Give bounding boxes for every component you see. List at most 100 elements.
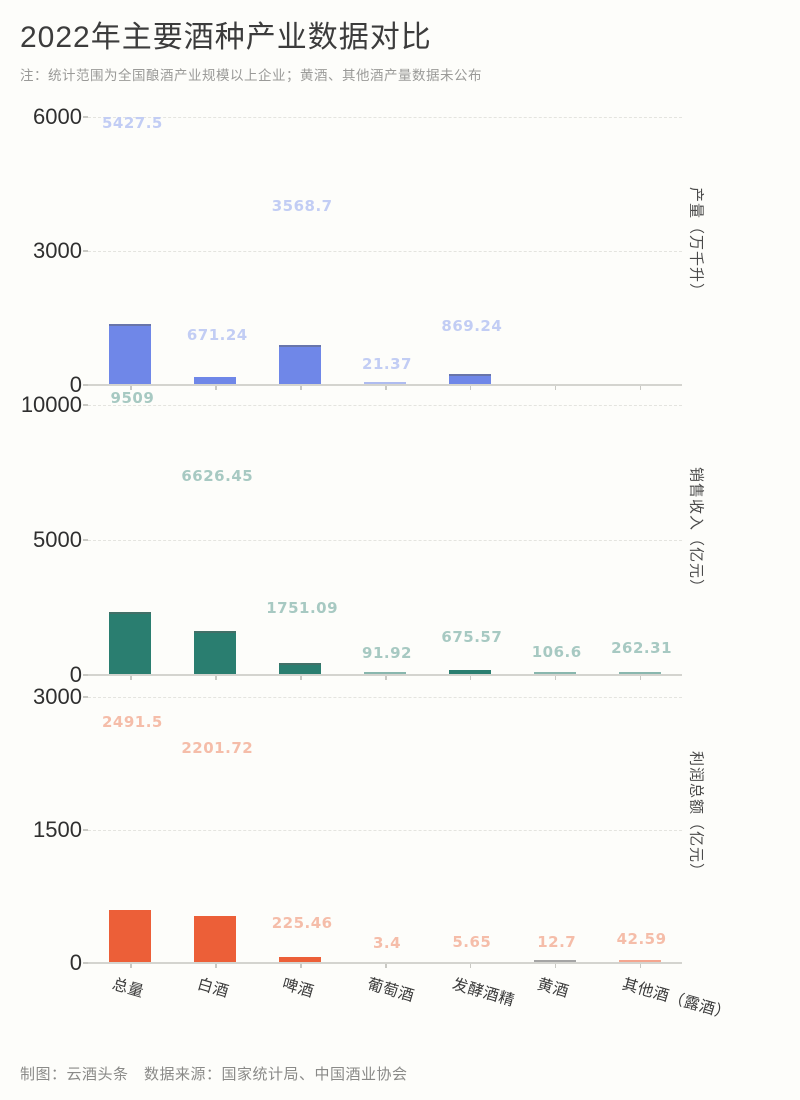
- chart2-xtick-mark: [300, 676, 302, 680]
- page-note: 注：统计范围为全国酿酒产业规模以上企业；黄酒、其他酒产量数据未公布: [20, 68, 482, 83]
- chart1-gridline-6000: [88, 117, 682, 118]
- chart1-value-label-baijiu: 671.24: [186, 326, 248, 345]
- chart2-bar-qitajiu[interactable]: [618, 672, 661, 674]
- chart1-xtick-mark: [300, 386, 302, 390]
- chart3-ytick-label-1500: 1500: [33, 817, 82, 842]
- chart1-xtick-mark: [469, 386, 472, 390]
- chart3-xtick-mark: [639, 964, 642, 968]
- chart2-bar-cap: [279, 663, 322, 665]
- chart3-ytick-mark-0: [83, 962, 88, 964]
- chart3-bar-zongliang[interactable]: [109, 910, 152, 962]
- chart2-ytick-label-10000: 10000: [20, 392, 82, 417]
- chart1-bar-putaojiu[interactable]: [364, 382, 406, 384]
- chart2-ytick-label-0: 0: [69, 662, 82, 687]
- chart2-bar-cap: [194, 631, 237, 633]
- chart3-value-label-zongliang: 2491.5: [101, 713, 163, 732]
- chart1-value-label-fajiaojiujing: 869.24: [441, 317, 503, 336]
- chart2-xtick-mark: [215, 676, 217, 680]
- category-label-baijiu[interactable]: 白酒: [195, 975, 231, 1002]
- category-label-zongliang[interactable]: 总量: [110, 975, 147, 1002]
- chart2-ytick-mark-10000: [83, 404, 88, 406]
- chart2-bar-fajiaojiujing[interactable]: [448, 670, 491, 674]
- chart3-value-label-huangjiu: 12.7: [537, 932, 577, 951]
- chart3-value-label-putaojiu: 3.4: [372, 933, 402, 952]
- chart1-bar-baijiu[interactable]: [194, 377, 237, 384]
- chart3-value-label-fajiaojiujing: 5.65: [452, 933, 492, 952]
- chart2-value-label-putaojiu: 91.92: [362, 643, 412, 662]
- chart3-value-label-pijiu: 225.46: [271, 914, 333, 932]
- chart2-xtick-mark: [469, 676, 472, 680]
- category-label-huangjiu[interactable]: 黄酒: [534, 975, 571, 1002]
- chart1-bar-pijiu[interactable]: [279, 345, 322, 384]
- chart2-ytick-mark-5000: [83, 539, 88, 541]
- chart1-value-label-pijiu: 3568.7: [271, 196, 333, 215]
- chart1-xtick-mark: [385, 386, 387, 390]
- chart2-ytick-label-5000: 5000: [33, 527, 82, 552]
- chart3-value-label-qitajiu: 42.59: [616, 930, 667, 949]
- chart2-xtick-mark: [554, 676, 557, 680]
- chart1-ytick-mark-3000: [83, 250, 88, 252]
- chart3-ytick-label-3000: 3000: [33, 684, 82, 709]
- category-label-putaojiu[interactable]: 葡萄酒: [365, 975, 417, 1006]
- chart2-xtick-mark: [385, 676, 387, 680]
- chart2-value-label-fajiaojiujing: 675.57: [441, 627, 503, 646]
- chart1-gridline-3000: [88, 251, 682, 252]
- chart1-bar-fajiaojiujing[interactable]: [448, 374, 491, 384]
- chart2-bar-baijiu[interactable]: [194, 631, 237, 674]
- page-footer: 制图：云酒头条 数据来源：国家统计局、中国酒业协会: [20, 1066, 408, 1083]
- chart3-xtick-mark: [554, 964, 557, 968]
- chart3-bar-huangjiu[interactable]: [533, 960, 576, 962]
- chart3-gridline-3000: [88, 697, 682, 698]
- chart3-ytick-mark-1500: [83, 829, 88, 831]
- chart2-xtick-mark: [639, 676, 642, 680]
- chart1-value-label-zongliang: 5427.5: [101, 113, 163, 132]
- chart3-bar-qitajiu[interactable]: [618, 960, 661, 962]
- chart3-xtick-mark: [385, 964, 387, 968]
- chart2-ytick-mark-0: [83, 674, 88, 676]
- chart1-bar-cap: [279, 345, 322, 347]
- chart2-value-label-zongliang: 9509: [110, 389, 155, 408]
- chart2-bar-putaojiu[interactable]: [364, 672, 406, 674]
- chart3-xtick-mark: [215, 964, 217, 968]
- chart3-bar-pijiu[interactable]: [279, 957, 322, 962]
- chart3-xtick-mark: [130, 964, 132, 968]
- chart2-bar-huangjiu[interactable]: [533, 672, 576, 674]
- chart1-bar-cap: [448, 374, 491, 376]
- chart1-xtick-mark: [215, 386, 217, 390]
- chart2-value-label-huangjiu: 106.6: [531, 643, 582, 662]
- chart1-ytick-mark-6000: [83, 116, 88, 118]
- chart1-xtick-mark: [554, 386, 557, 390]
- chart2-xtick-mark: [130, 676, 132, 680]
- chart1-xtick-mark: [130, 386, 132, 390]
- chart3-axis-title: 利润总额（亿元）: [687, 750, 705, 880]
- category-label-qitajiu[interactable]: 其他酒（露酒）: [619, 975, 733, 1024]
- chart1-ytick-label-3000: 3000: [33, 238, 82, 263]
- chart3-ytick-mark-3000: [83, 696, 88, 698]
- chart2-gridline-5000: [88, 540, 682, 541]
- chart2-bar-pijiu[interactable]: [279, 663, 322, 674]
- chart2-value-label-pijiu: 1751.09: [266, 598, 339, 617]
- category-label-pijiu[interactable]: 啤酒: [280, 975, 316, 1002]
- chart2-value-label-qitajiu: 262.31: [611, 638, 673, 657]
- chart2-bar-cap: [109, 612, 152, 614]
- page-title: 2022年主要酒种产业数据对比: [20, 21, 432, 54]
- chart3-ytick-label-0: 0: [69, 950, 82, 975]
- chart3-xtick-mark: [469, 964, 472, 968]
- chart1-bar-cap: [109, 324, 152, 326]
- chart1-x-axis-line: [88, 384, 682, 386]
- chart2-bar-zongliang[interactable]: [109, 612, 152, 674]
- category-label-fajiaojiujing[interactable]: 发酵酒精: [450, 975, 517, 1010]
- chart2-x-axis-line: [88, 674, 682, 676]
- chart2-axis-title: 销售收入（亿元）: [687, 466, 705, 596]
- chart1-axis-title: 产量（万千升）: [687, 186, 705, 300]
- chart3-xtick-mark: [300, 964, 302, 968]
- chart1-value-label-putaojiu: 21.37: [362, 355, 412, 374]
- chart3-bar-baijiu[interactable]: [194, 916, 237, 962]
- chart1-bar-zongliang[interactable]: [109, 324, 152, 384]
- chart1-ytick-mark-0: [83, 384, 88, 386]
- chart2-value-label-baijiu: 6626.45: [181, 467, 254, 486]
- chart3-gridline-1500: [88, 830, 682, 831]
- chart3-value-label-baijiu: 2201.72: [181, 738, 254, 757]
- chart3-x-axis-line: [88, 962, 682, 964]
